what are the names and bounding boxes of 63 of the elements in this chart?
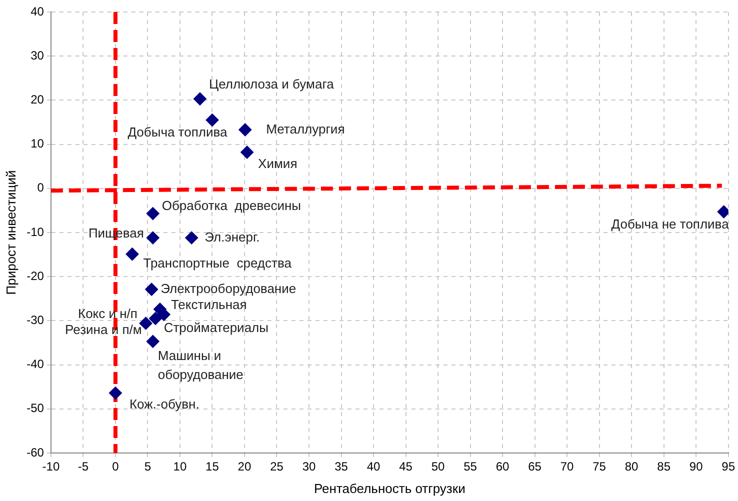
annotation: Целлюлоза и бумага (208, 76, 335, 92)
annotation: Транспортные средства (143, 256, 292, 271)
annotation: Обработка древесины (162, 198, 301, 214)
x-axis-title: Рентабельность отгрузки (314, 480, 466, 496)
y-tick-label: 40 (30, 4, 44, 18)
x-tick-label: 60 (496, 460, 510, 474)
x-tick-label: 40 (366, 460, 380, 474)
point (148, 312, 162, 325)
x-tick-label: 30 (302, 460, 316, 474)
y-tick-label: 0 (37, 180, 44, 195)
point (126, 248, 139, 261)
y-tick-label: -40 (26, 357, 44, 372)
point (146, 231, 160, 244)
x-tick-label: 45 (399, 460, 413, 474)
annotation: Эл.энерг. (204, 229, 260, 244)
point (157, 308, 170, 322)
x-tick-label: 65 (528, 460, 542, 474)
annotation: Кож.-обувн. (129, 396, 200, 412)
point (240, 146, 254, 159)
annotation: Текстильная (170, 296, 247, 312)
y-tick-label: -60 (26, 445, 44, 460)
point (146, 334, 160, 348)
annotation: Добыча топлива (128, 124, 228, 140)
x-tick-label: 0 (112, 460, 120, 474)
x-tick-label: 75 (592, 460, 606, 474)
point (108, 386, 122, 400)
x-tick-label: 70 (560, 460, 574, 474)
y-axis-title: Прирост инвестиций (3, 170, 18, 295)
annotation: Электрооборудование (160, 280, 296, 296)
x-tick-label: 35 (334, 460, 348, 474)
point (145, 282, 158, 296)
x-tick-label: 85 (657, 460, 671, 474)
point (238, 123, 252, 136)
x-tick-label: 95 (722, 460, 736, 474)
point (139, 316, 152, 330)
x-tick-label: 25 (270, 460, 284, 474)
annotation: Кокс и н/п (78, 306, 138, 322)
y-tick-label: -30 (26, 313, 44, 328)
x-tick-label: 50 (431, 460, 446, 474)
point (185, 231, 198, 244)
y-tick-label: -10 (26, 224, 44, 239)
x-tick-label: 15 (206, 460, 220, 474)
y-tick-label: -20 (26, 268, 44, 283)
annotation: Металлургия (266, 121, 345, 136)
x-tick-label: 55 (464, 460, 478, 474)
annotation: Машины и оборудование (158, 348, 244, 382)
x-tick-label: 80 (624, 460, 639, 474)
y-tick-label: -50 (26, 401, 44, 416)
annotation: Стройматериалы (164, 320, 268, 336)
point (146, 207, 160, 220)
x-tick-label: -10 (42, 460, 60, 474)
x-tick-label: 10 (173, 460, 187, 474)
y-tick-label: 30 (30, 48, 44, 62)
x-tick-label: 5 (144, 460, 152, 474)
annotation: Химия (258, 156, 298, 171)
x-tick-label: 90 (689, 460, 704, 474)
point (206, 114, 219, 127)
annotation: Добыча не топлива (611, 216, 730, 232)
x-tick-label: -5 (78, 460, 89, 474)
point (193, 92, 206, 106)
y-tick-label: 20 (30, 92, 44, 107)
x-tick-label: 20 (238, 460, 252, 474)
y-tick-label: 10 (30, 136, 44, 151)
